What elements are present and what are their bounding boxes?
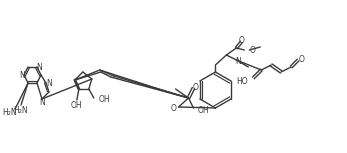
Text: O: O (249, 45, 255, 54)
Text: H₂N: H₂N (2, 108, 16, 116)
Text: N: N (46, 78, 52, 88)
Text: N: N (36, 62, 42, 71)
Text: O: O (298, 54, 304, 63)
Text: N: N (236, 56, 241, 65)
Text: N: N (19, 71, 25, 80)
Text: OH: OH (99, 95, 110, 103)
Text: OH: OH (197, 106, 209, 114)
Text: OH: OH (71, 101, 83, 110)
Text: O: O (171, 103, 177, 112)
Text: N: N (39, 97, 45, 106)
Text: O: O (193, 82, 198, 91)
Text: HO: HO (237, 76, 248, 86)
Text: O: O (238, 35, 244, 45)
Text: H₂N: H₂N (13, 106, 28, 114)
